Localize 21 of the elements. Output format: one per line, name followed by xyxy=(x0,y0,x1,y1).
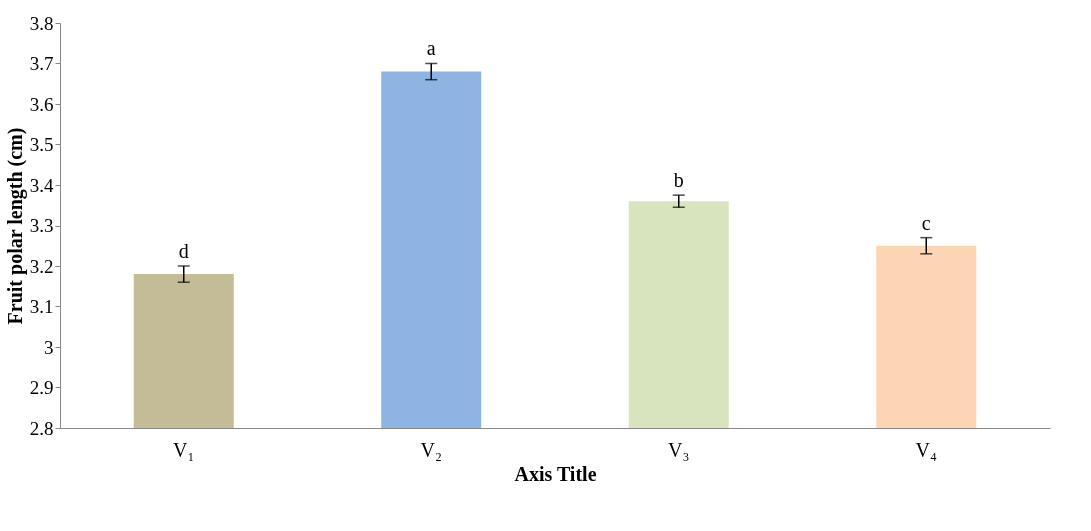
x-tick-label: V₃ xyxy=(668,438,690,461)
y-tick-label: 3.5 xyxy=(29,134,54,155)
y-tick-label: 3.1 xyxy=(29,296,54,317)
y-tick-label: 2.8 xyxy=(29,417,54,439)
annotation: b xyxy=(673,169,684,192)
x-tick-label: V₄ xyxy=(915,438,937,461)
y-tick-label: 3.8 xyxy=(29,12,54,34)
annotation: d xyxy=(178,239,189,262)
annotation: a xyxy=(426,37,436,60)
y-axis-title: Fruit polar length (cm) xyxy=(3,127,27,325)
x-tick-label: V₁ xyxy=(173,438,195,461)
annotation: c xyxy=(921,211,931,234)
x-axis-title: Axis Title xyxy=(514,462,597,485)
y-tick-label: 3 xyxy=(44,336,54,358)
y-tick-label: 3.7 xyxy=(29,53,54,74)
y-tick-label: 3.3 xyxy=(29,215,54,236)
y-tick-label: 3.4 xyxy=(29,174,54,196)
y-tick-label: 3.2 xyxy=(29,255,54,277)
y-tick-label: 2.9 xyxy=(29,377,54,398)
x-tick-label: V₂ xyxy=(420,438,442,461)
y-tick-label: 3.6 xyxy=(29,93,54,115)
